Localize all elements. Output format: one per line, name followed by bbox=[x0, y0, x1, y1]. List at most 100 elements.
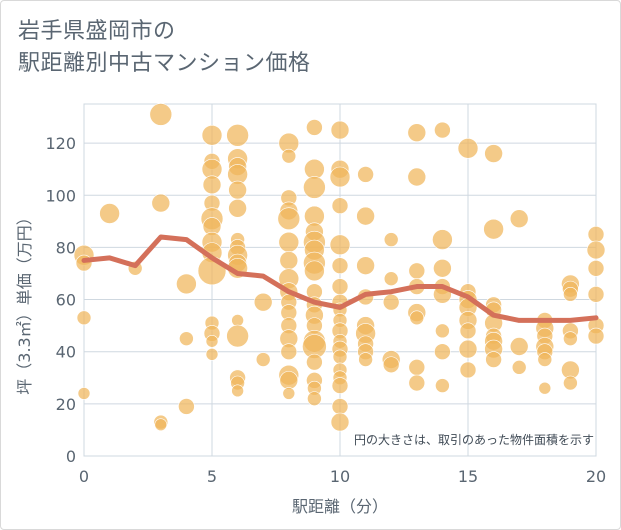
size-annotation: 円の大きさは、取引のあった物件面積を示す bbox=[354, 432, 594, 447]
bubble-point bbox=[587, 226, 605, 243]
bubble-point bbox=[587, 286, 605, 303]
bubble-point bbox=[154, 418, 168, 432]
bubble-point bbox=[277, 207, 301, 231]
bubble-point bbox=[331, 197, 349, 214]
y-tick-label: 60 bbox=[56, 291, 76, 310]
bubble-point bbox=[331, 398, 349, 415]
bubble-point bbox=[483, 218, 504, 240]
bubble-point bbox=[408, 374, 426, 392]
bubble-point bbox=[382, 356, 400, 374]
y-tick-label: 40 bbox=[56, 343, 76, 362]
bubble-point bbox=[435, 378, 450, 393]
bubble-point bbox=[279, 251, 299, 270]
bubble-point bbox=[282, 387, 296, 400]
bubble-point bbox=[77, 387, 91, 400]
bubble-point bbox=[382, 293, 400, 311]
bubble-point bbox=[307, 391, 322, 406]
chart-title-line2: 駅距離別中古マンション価格 bbox=[18, 51, 311, 76]
y-tick-label: 80 bbox=[56, 238, 76, 257]
bubble-point bbox=[179, 331, 194, 346]
x-tick-label: 0 bbox=[79, 467, 89, 486]
bubble-point bbox=[407, 123, 427, 142]
bubble-point bbox=[356, 206, 375, 226]
bubble-point bbox=[434, 121, 451, 139]
bubble-point bbox=[509, 209, 529, 229]
bubble-point bbox=[149, 103, 173, 126]
bubble-point bbox=[176, 273, 197, 295]
bubble-series bbox=[73, 103, 606, 432]
y-tick-label: 20 bbox=[56, 395, 76, 414]
bubble-point bbox=[458, 339, 478, 359]
bubble-point bbox=[201, 124, 223, 146]
bubble-point bbox=[408, 262, 426, 280]
bubble-point bbox=[205, 348, 219, 361]
bubble-point bbox=[231, 314, 244, 327]
bubble-point bbox=[587, 259, 605, 277]
x-tick-label: 5 bbox=[207, 467, 217, 486]
bubble-point bbox=[279, 371, 299, 390]
bubble-point bbox=[457, 138, 479, 159]
bubble-point bbox=[459, 322, 477, 340]
chart-title: 岩手県盛岡市の 駅距離別中古マンション価格 bbox=[18, 16, 311, 80]
bubble-point bbox=[228, 180, 247, 200]
bubble-point bbox=[383, 232, 399, 247]
bubble-point bbox=[484, 144, 503, 163]
trend-line-group bbox=[81, 234, 599, 323]
x-axis-label: 駅距離（分） bbox=[292, 497, 388, 516]
bubble-point bbox=[281, 148, 297, 164]
bubble-point bbox=[331, 257, 349, 274]
bubble-point bbox=[306, 119, 323, 136]
bubble-point bbox=[459, 361, 477, 379]
bubble-point bbox=[226, 123, 249, 147]
bubble-point bbox=[205, 334, 219, 348]
x-tick-label: 10 bbox=[330, 467, 350, 486]
bubble-point bbox=[304, 260, 325, 282]
bubble-point bbox=[408, 359, 426, 376]
y-axis-ticks: 0 20 40 60 80 100 120 bbox=[45, 134, 76, 466]
bubble-point bbox=[563, 375, 578, 391]
bubble-point bbox=[255, 352, 271, 367]
bubble-point bbox=[332, 349, 348, 365]
y-tick-label: 120 bbox=[45, 134, 76, 153]
x-tick-label: 15 bbox=[458, 467, 478, 486]
bubble-point bbox=[509, 337, 529, 356]
bubble-point bbox=[356, 256, 375, 275]
bubble-point bbox=[433, 258, 452, 278]
bubble-point bbox=[331, 278, 349, 295]
bubble-point bbox=[329, 166, 351, 188]
bubble-point bbox=[331, 377, 349, 394]
bubble-point bbox=[226, 324, 249, 348]
trend-line bbox=[81, 234, 599, 323]
bubble-point bbox=[228, 198, 247, 218]
bubble-point bbox=[202, 175, 222, 195]
x-axis-ticks: 0 5 10 15 20 bbox=[79, 467, 606, 486]
bubble-point bbox=[306, 353, 323, 371]
y-tick-label: 100 bbox=[45, 186, 76, 205]
bubble-point bbox=[178, 398, 195, 415]
y-tick-label: 0 bbox=[66, 447, 76, 466]
bubble-point bbox=[587, 327, 605, 345]
bubble-point bbox=[537, 352, 553, 367]
bubble-point bbox=[563, 331, 578, 346]
bubble-point bbox=[253, 292, 273, 312]
bubble-point bbox=[538, 381, 552, 395]
bubble-point bbox=[303, 176, 326, 199]
bubble-point bbox=[330, 120, 350, 140]
bubble-point bbox=[563, 287, 578, 302]
bubble-point bbox=[485, 351, 502, 368]
bubble-point bbox=[358, 352, 373, 367]
bubble-point bbox=[511, 360, 527, 375]
bubble-point bbox=[330, 412, 350, 432]
bubble-point bbox=[151, 193, 171, 213]
chart-title-line1: 岩手県盛岡市の bbox=[18, 19, 176, 44]
bubble-point bbox=[280, 343, 298, 361]
bubble-point bbox=[407, 167, 427, 187]
bubble-point bbox=[357, 166, 374, 183]
bubble-point bbox=[76, 310, 92, 326]
bubble-point bbox=[278, 231, 300, 253]
bubble-point bbox=[383, 271, 399, 286]
bubble-point bbox=[435, 323, 450, 339]
bubble-point bbox=[434, 343, 451, 361]
bubble-point bbox=[409, 310, 425, 326]
